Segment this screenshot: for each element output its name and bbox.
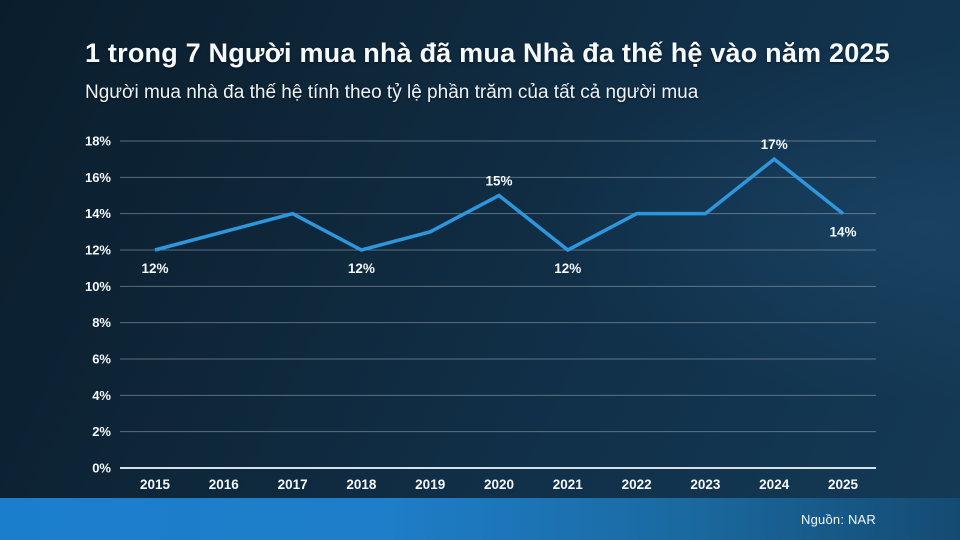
- y-tick-label: 10%: [85, 279, 111, 294]
- line-chart: 0% 2% 4% 6% 8% 10% 12% 14% 16% 18% 2015 2016 2017 201…: [80, 125, 890, 500]
- data-point-label: 12%: [348, 261, 375, 276]
- x-tick-label: 2016: [209, 477, 240, 492]
- chart-title: 1 trong 7 Người mua nhà đã mua Nhà đa th…: [85, 38, 890, 68]
- y-tick-label: 8%: [92, 315, 111, 330]
- data-series-line: [154, 156, 845, 253]
- x-tick-label: 2024: [759, 477, 790, 492]
- x-tick-label: 2017: [278, 477, 308, 492]
- y-tick-label: 12%: [85, 243, 111, 258]
- x-tick-label: 2015: [140, 477, 171, 492]
- y-tick-label: 2%: [92, 424, 111, 439]
- data-point-label: 14%: [829, 225, 856, 240]
- bottom-accent-bar: [0, 498, 960, 540]
- x-tick-label: 2020: [484, 477, 514, 492]
- chart-subtitle: Người mua nhà đa thế hệ tính theo tỷ lệ …: [85, 82, 699, 103]
- y-tick-label: 6%: [92, 352, 111, 367]
- y-tick-label: 14%: [85, 206, 111, 221]
- x-tick-label: 2025: [828, 477, 859, 492]
- data-point-label: 12%: [554, 261, 581, 276]
- x-tick-label: 2021: [553, 477, 584, 492]
- y-tick-label: 4%: [92, 388, 111, 403]
- line-chart-svg: 0% 2% 4% 6% 8% 10% 12% 14% 16% 18% 2015 2016 2017 201…: [85, 134, 876, 492]
- y-tick-label: 18%: [85, 134, 111, 149]
- x-tick-label: 2023: [690, 477, 721, 492]
- data-point-label: 12%: [141, 261, 168, 276]
- y-tick-label: 0%: [92, 461, 111, 476]
- source-attribution: Nguồn: NAR: [801, 512, 876, 527]
- y-tick-label: 16%: [85, 170, 111, 185]
- x-tick-label: 2018: [346, 477, 377, 492]
- x-tick-label: 2019: [415, 477, 445, 492]
- data-point-label: 15%: [485, 174, 512, 189]
- x-tick-label: 2022: [622, 477, 652, 492]
- data-point-label: 17%: [761, 137, 788, 152]
